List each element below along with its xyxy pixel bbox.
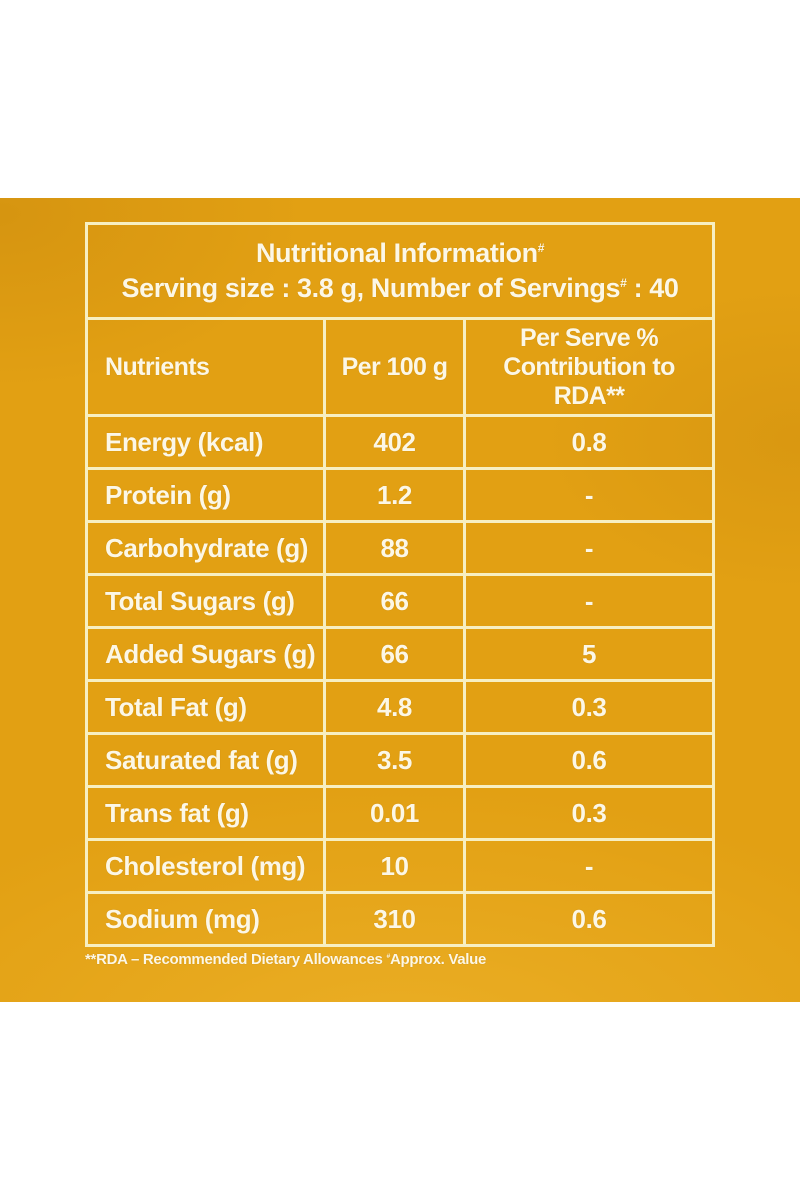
footnote-text: **RDA – Recommended Dietary Allowances bbox=[85, 951, 387, 968]
nutrient-name: Total Sugars (g) bbox=[85, 573, 326, 630]
rda-value: - bbox=[462, 467, 716, 524]
per-100g-value: 66 bbox=[323, 626, 466, 683]
rda-value: - bbox=[462, 573, 716, 630]
per-100g-value: 0.01 bbox=[323, 785, 466, 842]
table-row: Added Sugars (g) 66 5 bbox=[85, 626, 716, 683]
per-100g-value: 402 bbox=[323, 414, 466, 471]
table-row: Cholesterol (mg) 10- bbox=[85, 838, 716, 895]
rda-value: - bbox=[462, 838, 716, 895]
table-body: Energy (kcal) 402 0.8 Protein (g) 1.2- Carboh… bbox=[85, 414, 716, 948]
title-superscript: # bbox=[537, 240, 545, 255]
table-title-text: Nutritional Information bbox=[255, 237, 538, 268]
footnote-approx-text: Approx. Value bbox=[389, 951, 487, 968]
table-row: Saturated fat (g) 3.5 0.6 bbox=[85, 732, 716, 789]
table-title-row: Nutritional Information# Serving size : … bbox=[84, 222, 716, 320]
rda-footnote: **RDA – Recommended Dietary Allowances #… bbox=[85, 951, 715, 968]
nutrient-name: Added Sugars (g) bbox=[85, 626, 326, 683]
serving-count-text: : 40 bbox=[626, 273, 679, 303]
table-row: Total Sugars (g) 66- bbox=[85, 573, 716, 630]
column-header-row: Nutrients Per 100 g Per Serve % Contribu… bbox=[85, 316, 716, 418]
serving-superscript: # bbox=[620, 276, 627, 290]
column-header-per-100g: Per 100 g bbox=[323, 316, 466, 418]
nutrient-name: Trans fat (g) bbox=[85, 785, 326, 842]
footnote-superscript: # bbox=[386, 953, 390, 960]
table-row: Carbohydrate (g) 88- bbox=[85, 520, 716, 577]
rda-value: 0.8 bbox=[462, 414, 716, 471]
nutrient-name: Carbohydrate (g) bbox=[85, 520, 326, 577]
rda-value: 0.6 bbox=[462, 891, 716, 948]
rda-value: 0.3 bbox=[462, 679, 716, 736]
column-header-per-serve-rda: Per Serve % Contribution to RDA** bbox=[462, 316, 716, 418]
nutrient-name: Energy (kcal) bbox=[85, 414, 326, 471]
rda-value: 0.3 bbox=[462, 785, 716, 842]
table-row: Total Fat (g) 4.8 0.3 bbox=[85, 679, 716, 736]
per-100g-value: 3.5 bbox=[323, 732, 466, 789]
serving-size-text: Serving size : 3.8 g, Number of Servings bbox=[121, 273, 621, 303]
nutrient-name: Sodium (mg) bbox=[85, 891, 326, 948]
per-100g-value: 10 bbox=[323, 838, 466, 895]
per-100g-value: 66 bbox=[323, 573, 466, 630]
table-title-cell: Nutritional Information# Serving size : … bbox=[84, 222, 716, 320]
rda-value: 5 bbox=[462, 626, 716, 683]
table-row: Trans fat (g) 0.01 0.3 bbox=[85, 785, 716, 842]
nutrient-name: Saturated fat (g) bbox=[85, 732, 326, 789]
per-100g-value: 88 bbox=[323, 520, 466, 577]
table-row: Protein (g) 1.2- bbox=[85, 467, 716, 524]
serving-size-line: Serving size : 3.8 g, Number of Servings… bbox=[88, 271, 712, 306]
rda-value: 0.6 bbox=[462, 732, 716, 789]
table-title: Nutritional Information# bbox=[88, 236, 712, 271]
table-row: Sodium (mg) 310 0.6 bbox=[85, 891, 716, 948]
per-100g-value: 4.8 bbox=[323, 679, 466, 736]
table-row: Energy (kcal) 402 0.8 bbox=[85, 414, 716, 471]
per-100g-value: 310 bbox=[323, 891, 466, 948]
rda-value: - bbox=[462, 520, 716, 577]
nutrient-name: Total Fat (g) bbox=[85, 679, 326, 736]
nutrient-name: Cholesterol (mg) bbox=[85, 838, 326, 895]
column-header-nutrients: Nutrients bbox=[85, 316, 326, 418]
nutrition-table: Nutritional Information# Serving size : … bbox=[84, 222, 716, 948]
nutrient-name: Protein (g) bbox=[85, 467, 326, 524]
per-100g-value: 1.2 bbox=[323, 467, 466, 524]
